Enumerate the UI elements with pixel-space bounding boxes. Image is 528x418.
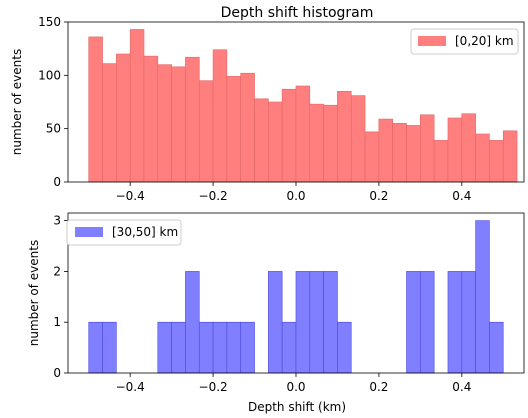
histogram-bar	[157, 64, 172, 183]
histogram-bar	[157, 321, 172, 374]
top-bars	[88, 29, 518, 183]
histogram-bar	[102, 63, 117, 183]
histogram-bar	[461, 271, 476, 374]
histogram-bar	[392, 123, 407, 183]
top-legend-label: [0,20] km	[455, 34, 514, 48]
histogram-bar	[240, 321, 255, 374]
histogram-bar	[420, 271, 435, 374]
histogram-bar	[309, 271, 324, 374]
histogram-bar	[185, 271, 200, 374]
top-y-axis-label: number of events	[10, 49, 24, 155]
x-tick-label: −0.2	[199, 380, 228, 394]
histogram-bar	[281, 88, 297, 183]
histogram-bar	[268, 101, 283, 183]
x-tick-label: 0.0	[286, 380, 305, 394]
top-x-ticks: −0.4 −0.2 0.0 0.2 0.4	[116, 182, 471, 203]
histogram-bar	[185, 56, 200, 183]
top-histogram-panel: 0 50 100 150 −0.4 −0.2 0.0 0.2 0.4 number of ev…	[10, 15, 525, 203]
histogram-bar	[489, 321, 504, 374]
histogram-bar	[295, 85, 311, 183]
y-tick-label: 100	[38, 68, 61, 82]
histogram-bar	[420, 114, 435, 183]
y-tick-label: 0	[53, 175, 61, 189]
x-tick-label: −0.4	[116, 380, 145, 394]
y-tick-label: 150	[38, 15, 61, 29]
bottom-y-axis-label: number of events	[27, 240, 41, 346]
histogram-bar	[171, 321, 186, 374]
y-tick-label: 3	[53, 214, 61, 228]
x-tick-label: 0.4	[452, 189, 471, 203]
bottom-x-ticks: −0.4 −0.2 0.0 0.2 0.4	[116, 373, 471, 394]
histogram-bar	[489, 140, 504, 183]
x-tick-label: −0.2	[199, 189, 228, 203]
histogram-bar	[212, 49, 228, 183]
histogram-bar	[212, 321, 228, 374]
top-y-ticks: 0 50 100 150	[38, 15, 68, 189]
histogram-bar	[129, 29, 145, 183]
histogram-bar	[461, 113, 476, 183]
y-tick-label: 0	[53, 366, 61, 380]
bottom-legend-swatch	[75, 227, 103, 237]
bottom-legend: [30,50] km	[66, 219, 182, 246]
y-tick-label: 2	[53, 264, 61, 278]
bottom-legend-frame	[66, 219, 182, 246]
histogram-bar	[350, 95, 366, 183]
histogram-bar	[281, 321, 297, 374]
histogram-bar	[171, 66, 186, 183]
top-legend: [0,20] km	[410, 28, 519, 55]
y-tick-label: 1	[53, 315, 61, 329]
histogram-bar	[116, 53, 131, 183]
top-legend-swatch	[418, 36, 446, 46]
histogram-bar	[502, 130, 518, 183]
histogram-bar	[102, 321, 117, 374]
histogram-bar	[406, 271, 421, 374]
histogram-bar	[433, 140, 449, 183]
histogram-bar	[226, 76, 242, 183]
bottom-x-axis-label: Depth shift (km)	[248, 400, 346, 414]
histogram-bar	[337, 321, 352, 374]
histogram-bar	[378, 118, 393, 183]
histogram-bar	[323, 104, 338, 183]
histogram-bar	[240, 72, 255, 183]
histogram-bar	[309, 103, 324, 183]
histogram-bar	[447, 271, 463, 374]
x-tick-label: 0.2	[369, 380, 388, 394]
chart-title: Depth shift histogram	[221, 5, 374, 21]
histogram-bar	[406, 125, 421, 183]
y-tick-label: 50	[46, 122, 61, 136]
histogram-bar	[323, 271, 338, 374]
histogram-bar	[198, 321, 214, 374]
histogram-bar	[254, 98, 269, 183]
x-tick-label: −0.4	[116, 189, 145, 203]
histogram-bar	[295, 271, 311, 374]
histogram-bar	[88, 36, 103, 183]
histogram-bar	[337, 91, 352, 183]
x-tick-label: 0.2	[369, 189, 388, 203]
x-tick-label: 0.4	[452, 380, 471, 394]
bottom-bars	[88, 220, 504, 374]
histogram-bar	[226, 321, 242, 374]
histogram-bar	[475, 220, 490, 374]
bottom-y-ticks: 0 1 2 3	[53, 214, 68, 380]
histogram-bar	[364, 131, 380, 183]
histogram-bar	[447, 117, 463, 183]
histogram-bar	[268, 271, 283, 374]
top-legend-frame	[410, 28, 519, 55]
histogram-bar	[475, 133, 490, 183]
histogram-bar	[198, 80, 214, 183]
histogram-bar	[88, 321, 103, 374]
bottom-legend-label: [30,50] km	[112, 225, 178, 239]
histogram-bar	[143, 55, 159, 183]
x-tick-label: 0.0	[286, 189, 305, 203]
